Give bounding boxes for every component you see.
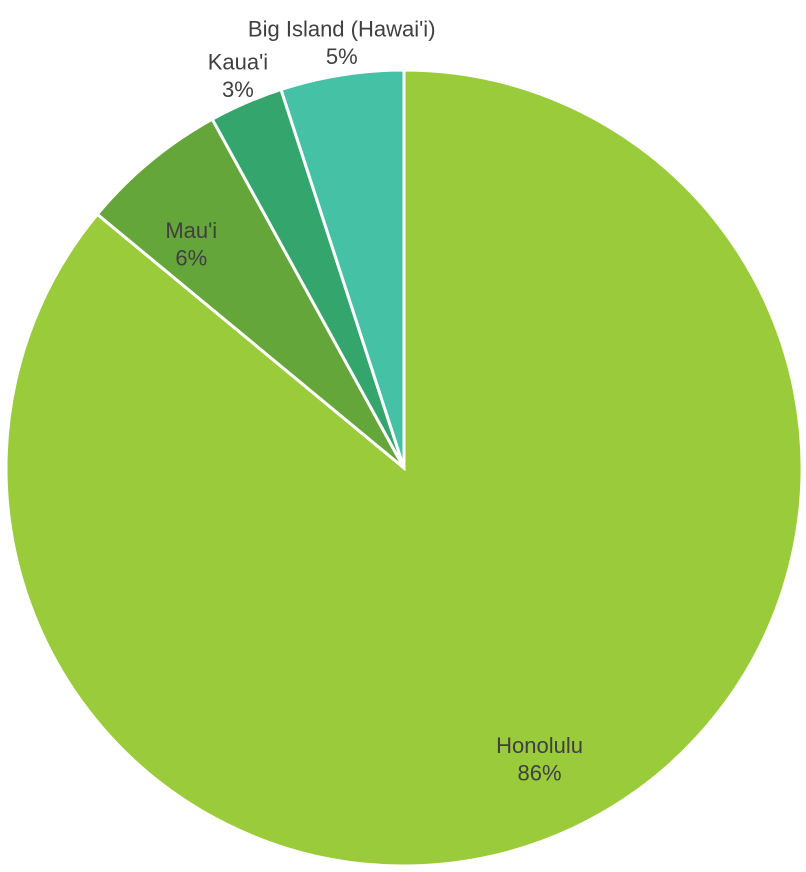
slice-category-label: Big Island (Hawai'i) (248, 17, 436, 42)
slice-label-kaua-i: Kaua'i 3% (208, 49, 268, 102)
slice-percent-label: 5% (326, 44, 358, 69)
slice-category-label: Mau'i (165, 218, 217, 243)
slice-label-big-island-hawai-i: Big Island (Hawai'i) 5% (248, 17, 436, 69)
slice-category-label: Kaua'i (208, 49, 268, 74)
pie-labels: Honolulu 86% Mau'i 6% Kaua'i 3% Big Island (Ha… (165, 17, 583, 786)
slice-category-label: Honolulu (496, 733, 583, 758)
pie-slice-mau-i (95, 117, 406, 470)
slice-percent-label: 3% (222, 77, 254, 102)
pie-slice-big-island-hawai-i (279, 68, 406, 469)
slice-label-honolulu: Honolulu 86% (496, 733, 583, 786)
slice-label-mau-i: Mau'i 6% (165, 218, 217, 271)
pie-slices (4, 68, 804, 868)
slice-percent-label: 86% (518, 760, 562, 785)
slice-percent-label: 6% (175, 245, 207, 270)
